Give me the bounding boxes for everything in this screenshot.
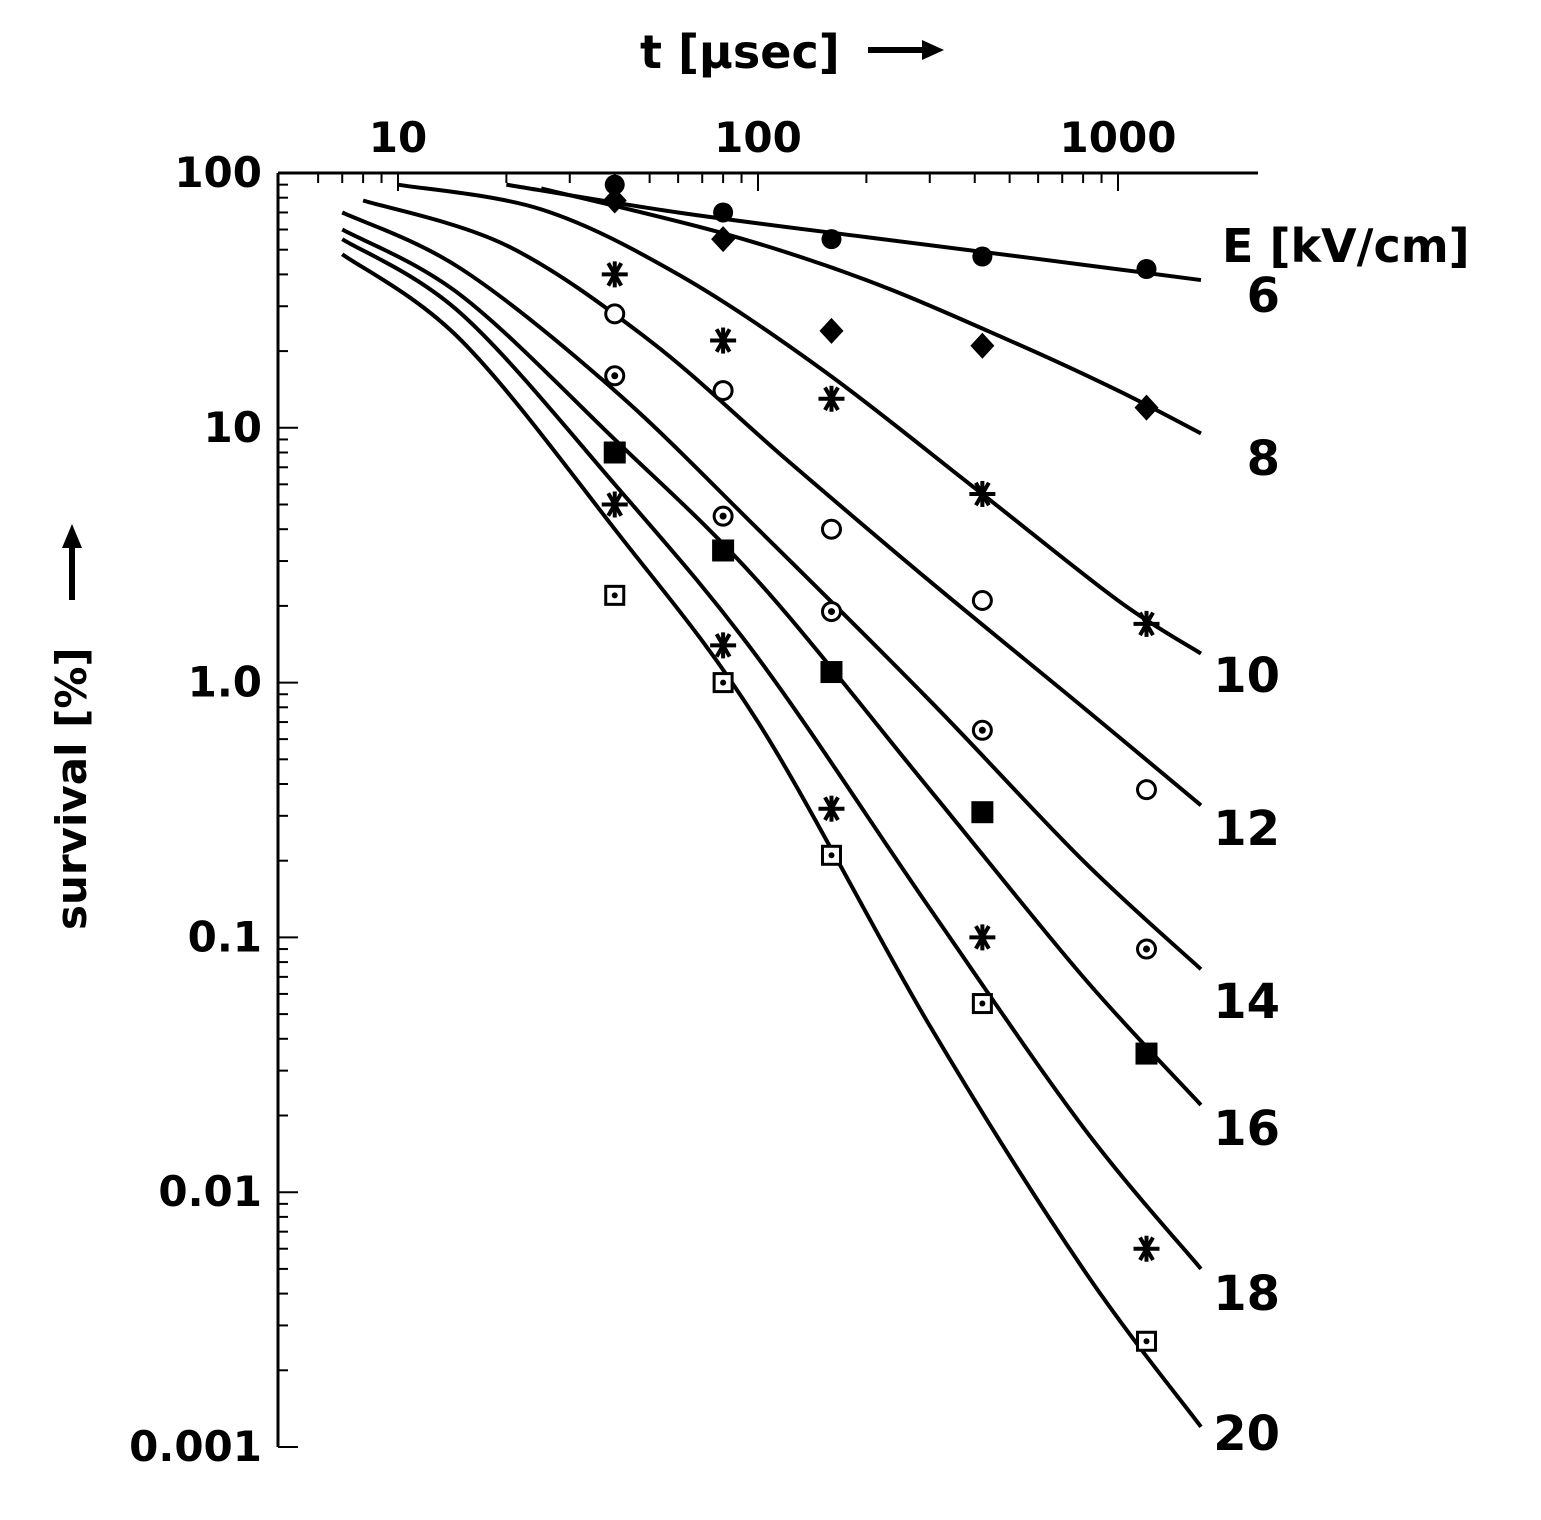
data-point-E10	[1133, 610, 1160, 637]
y-axis-arrow	[62, 524, 82, 600]
data-point-E12	[712, 380, 734, 402]
x-tick-label: 10	[369, 113, 427, 162]
data-point-E8	[819, 317, 844, 344]
y-tick-label: 0.1	[188, 912, 262, 961]
x-axis-title: t [μsec]	[640, 25, 840, 79]
x-tick-label: 1000	[1060, 113, 1177, 162]
y-tick-label: 0.001	[129, 1422, 262, 1471]
data-point-E18	[710, 632, 737, 659]
fit-curve-16	[341, 227, 1203, 1107]
data-point-E18	[818, 795, 845, 822]
data-point-E20	[820, 844, 842, 866]
data-point-E14	[712, 505, 734, 527]
fit-curve-14	[341, 210, 1203, 971]
data-point-E16	[1135, 1042, 1158, 1065]
data-point-E12	[971, 589, 993, 611]
plot-frame	[276, 171, 1258, 1447]
data-point-E12	[604, 303, 626, 325]
series-label-E10: 10	[1213, 648, 1280, 704]
series-label-E20: 20	[1213, 1406, 1280, 1462]
data-point-E8	[711, 226, 736, 253]
data-point-E6	[604, 174, 625, 195]
data-point-E14	[820, 601, 842, 623]
data-point-E14	[971, 719, 993, 741]
data-point-E10	[710, 327, 737, 354]
data-point-E6	[821, 229, 842, 250]
data-point-E20	[1136, 1330, 1158, 1352]
series-label-E16: 16	[1213, 1101, 1280, 1157]
fit-curve-10	[397, 182, 1203, 656]
series-label-E8: 8	[1247, 431, 1280, 487]
data-point-E18	[1133, 1235, 1160, 1262]
y-tick-label: 0.01	[158, 1167, 262, 1216]
data-point-E16	[971, 801, 994, 824]
x-axis-ticks: 10 100 1000	[317, 113, 1177, 191]
series-label-E12: 12	[1213, 801, 1280, 857]
series-labels: 6 8 10 12 14 16 18 20	[1213, 268, 1280, 1462]
data-point-E6	[713, 202, 734, 223]
fit-curve-8	[540, 186, 1202, 436]
y-tick-label: 10	[204, 403, 262, 452]
data-point-E20	[971, 993, 993, 1015]
y-tick-label: 100	[174, 148, 262, 197]
x-tick-label: 100	[714, 113, 802, 162]
data-point-E16	[603, 441, 626, 464]
data-point-E10	[969, 480, 996, 507]
data-point-E10	[818, 385, 845, 412]
data-point-E10	[601, 261, 628, 288]
data-point-E20	[712, 672, 734, 694]
data-point-E8	[970, 332, 995, 359]
data-point-E14	[1136, 938, 1158, 960]
fit-curves	[341, 182, 1203, 1429]
data-point-E12	[1136, 779, 1158, 801]
data-point-E16	[820, 661, 843, 684]
data-point-E6	[972, 246, 993, 267]
data-point-E20	[604, 584, 626, 606]
data-point-E8	[1134, 394, 1159, 421]
x-axis-arrow	[868, 40, 944, 60]
fit-curve-20	[341, 252, 1203, 1429]
fit-curve-18	[341, 237, 1203, 1271]
data-points	[601, 174, 1160, 1352]
y-axis-ticks: 100 10 1.0 0.1 0.01 0.001	[129, 148, 298, 1471]
series-label-E6: 6	[1247, 268, 1280, 324]
data-point-E14	[604, 365, 626, 387]
data-point-E12	[820, 518, 842, 540]
data-point-E16	[712, 539, 735, 562]
y-axis-title: survival [%]	[47, 647, 96, 930]
fit-curve-12	[362, 198, 1203, 807]
series-label-E18: 18	[1213, 1266, 1280, 1322]
legend-title: E [kV/cm]	[1222, 219, 1470, 273]
data-point-E8	[602, 187, 627, 214]
y-tick-label: 1.0	[188, 658, 262, 707]
data-point-E18	[601, 491, 628, 518]
series-label-E14: 14	[1213, 974, 1280, 1030]
data-point-E6	[1136, 258, 1157, 279]
data-point-E18	[969, 924, 996, 951]
